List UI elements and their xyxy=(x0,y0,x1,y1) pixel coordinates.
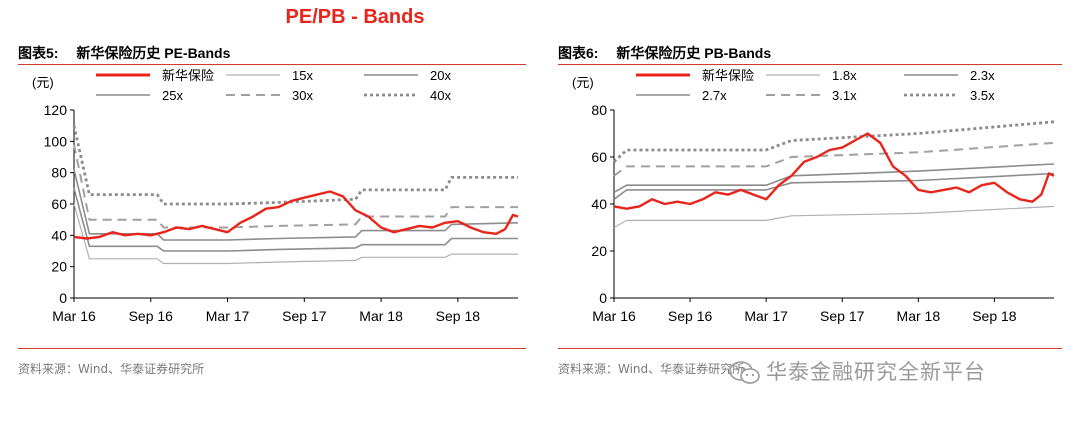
x-tick-label-Sep 18: Sep 18 xyxy=(972,308,1017,324)
wechat-icon xyxy=(729,361,760,384)
y-tick-label-0: 0 xyxy=(599,290,607,306)
legend-label-3.5x: 3.5x xyxy=(970,88,995,103)
series-line-15x xyxy=(73,203,518,265)
y-tick-label-0: 0 xyxy=(59,290,67,306)
series-line-2.3x xyxy=(613,172,1055,200)
legend-label-40x: 40x xyxy=(430,88,451,103)
figure-5-top-rule xyxy=(18,64,526,65)
legend-label-2.3x: 2.3x xyxy=(970,68,995,83)
y-tick-label-80: 80 xyxy=(51,165,67,181)
legend-label-新华保险: 新华保险 xyxy=(162,68,214,83)
figure-5-source: 资料来源：Wind、华泰证券研究所 xyxy=(18,362,205,376)
series-line-40x xyxy=(72,125,518,206)
x-tick-label-Mar 17: Mar 17 xyxy=(206,308,250,324)
figure-5-title: 新华保险历史 PE-Bands xyxy=(76,45,231,61)
series-line-20x xyxy=(73,188,518,252)
y-tick-label-80: 80 xyxy=(591,102,607,118)
pe-bands-chart: (元) 新华保险 15x 20x 25x 30x 40x 0 20 40 60 80 100 120 Mar… xyxy=(32,68,519,324)
legend-label-15x: 15x xyxy=(292,68,313,83)
legend-label-3.1x: 3.1x xyxy=(832,88,857,103)
series-line-新华保险 xyxy=(613,132,1055,210)
x-tick-label-Sep 16: Sep 16 xyxy=(668,308,713,324)
x-tick-label-Mar 17: Mar 17 xyxy=(744,308,788,324)
x-tick-label-Mar 16: Mar 16 xyxy=(52,308,96,324)
series-line-3.5x xyxy=(613,120,1055,163)
y-tick-label-120: 120 xyxy=(44,102,68,118)
x-tick-label-Sep 17: Sep 17 xyxy=(282,308,327,324)
figure-6-label: 图表6: xyxy=(558,45,599,61)
legend-label-新华保险: 新华保险 xyxy=(702,68,754,83)
legend-label-30x: 30x xyxy=(292,88,313,103)
figure-5-bottom-rule xyxy=(18,348,526,349)
legend-label-25x: 25x xyxy=(162,88,183,103)
legend-label-1.8x: 1.8x xyxy=(832,68,857,83)
series-line-3.1x xyxy=(613,141,1055,177)
figure-6-title: 新华保险历史 PB-Bands xyxy=(616,45,772,61)
figure-6-heading: 图表6: 新华保险历史 PB-Bands xyxy=(558,43,771,63)
figure-6-top-rule xyxy=(558,64,1062,65)
figure-5-label: 图表5: xyxy=(18,45,59,61)
y-axis-unit-label: (元) xyxy=(32,75,54,90)
series-line-30x xyxy=(73,144,518,229)
y-tick-label-100: 100 xyxy=(44,133,68,149)
y-tick-label-20: 20 xyxy=(591,243,607,259)
series-line-1.8x xyxy=(613,205,1055,229)
x-tick-label-Mar 16: Mar 16 xyxy=(592,308,636,324)
series-line-2.7x xyxy=(613,163,1055,193)
figure-6-source: 资料来源：Wind、华泰证券研究所 xyxy=(558,362,745,376)
x-tick-label-Sep 17: Sep 17 xyxy=(820,308,865,324)
y-tick-label-20: 20 xyxy=(51,259,67,275)
y-tick-label-40: 40 xyxy=(591,196,607,212)
series-line-新华保险 xyxy=(73,190,519,240)
figure-5-heading: 图表5: 新华保险历史 PE-Bands xyxy=(18,43,230,63)
y-tick-label-60: 60 xyxy=(591,149,607,165)
watermark-text: 华泰金融研究全新平台 xyxy=(766,360,986,384)
x-tick-label-Sep 16: Sep 16 xyxy=(129,308,174,324)
watermark: 华泰金融研究全新平台 xyxy=(728,356,986,386)
x-tick-label-Sep 18: Sep 18 xyxy=(436,308,481,324)
series-line-25x xyxy=(73,169,519,241)
legend-label-20x: 20x xyxy=(430,68,451,83)
pb-bands-chart: (元) 新华保险 1.8x 2.3x 2.7x 3.1x 3.5x 0 20 40 60 80 Mar … xyxy=(572,68,1055,324)
x-tick-label-Mar 18: Mar 18 xyxy=(897,308,941,324)
x-tick-label-Mar 18: Mar 18 xyxy=(359,308,403,324)
y-tick-label-60: 60 xyxy=(51,196,67,212)
y-tick-label-40: 40 xyxy=(51,227,67,243)
figure-6-bottom-rule xyxy=(558,348,1062,349)
legend-label-2.7x: 2.7x xyxy=(702,88,727,103)
page-title: PE/PB - Bands xyxy=(285,6,425,28)
y-axis-unit-label: (元) xyxy=(572,75,594,90)
